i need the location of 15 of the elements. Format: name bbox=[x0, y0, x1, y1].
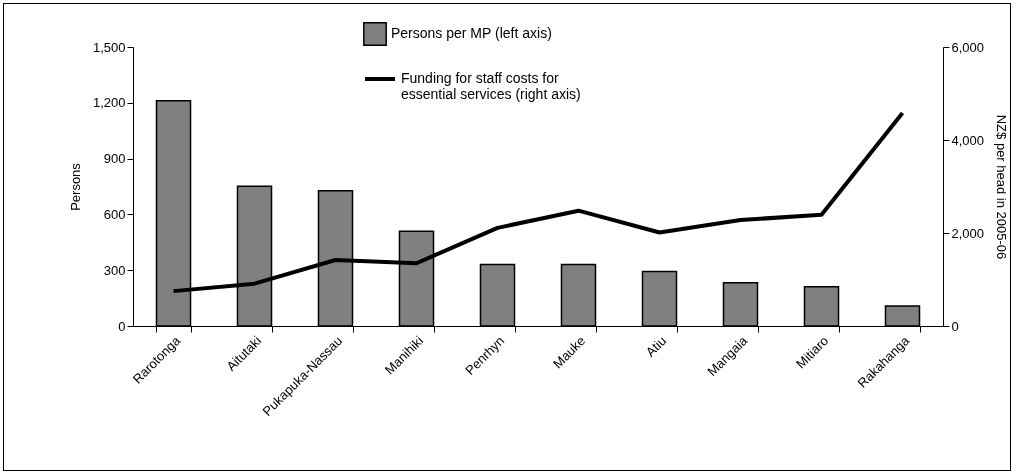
legend-label: Funding for staff costs for essential services (right axis) bbox=[401, 70, 581, 102]
y-tick-label: 1,200 bbox=[92, 95, 126, 111]
y-tick-label: 900 bbox=[103, 151, 126, 167]
y-tick-label: 300 bbox=[103, 262, 126, 278]
y-tick-label: 0 bbox=[118, 318, 126, 334]
y2-tick-label: 2,000 bbox=[951, 225, 985, 241]
y2-axis-title: NZ$ per head in 2005-06 bbox=[994, 114, 1010, 260]
y2-tick-label: 4,000 bbox=[951, 132, 985, 148]
legend-label: Persons per MP (left axis) bbox=[391, 25, 552, 41]
x-tick-label: Atiu bbox=[642, 333, 670, 360]
y2-tick-label: 6,000 bbox=[951, 39, 985, 55]
y-axis-title: Persons bbox=[67, 162, 83, 211]
y2-tick-label: 0 bbox=[951, 318, 959, 334]
y-tick-label: 600 bbox=[103, 206, 126, 222]
y-tick-label: 1,500 bbox=[92, 39, 126, 55]
